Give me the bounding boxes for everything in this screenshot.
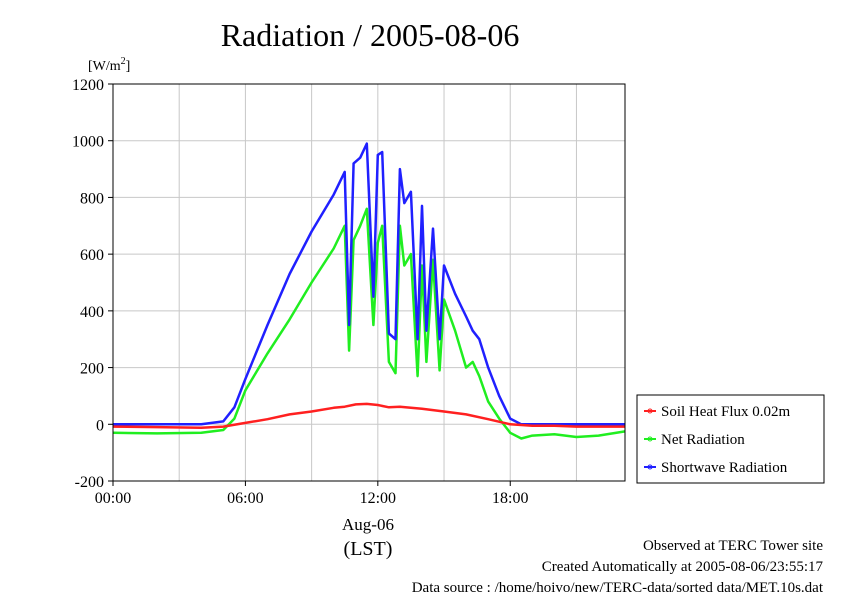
x-axis-date-label: Aug-06 [342, 515, 394, 534]
y-tick-label: 200 [80, 361, 104, 378]
x-tick-label: 06:00 [227, 490, 263, 507]
series-layer [112, 142, 626, 440]
legend-marker [647, 464, 653, 470]
y-axis-unit: [W/m2] [88, 56, 130, 74]
legend-label: Soil Heat Flux 0.02m [661, 404, 791, 420]
x-tick-label: 00:00 [95, 490, 131, 507]
y-tick-label: 1200 [72, 77, 104, 94]
y-tick-label: 600 [80, 247, 104, 264]
y-tick-label: 800 [80, 190, 104, 207]
series-line-soil-heat-flux-0-02m [112, 402, 625, 429]
x-tick-label: 18:00 [492, 490, 528, 507]
chart-title: Radiation / 2005-08-06 [221, 17, 520, 53]
legend-marker [647, 408, 653, 414]
x-tick-label: 12:00 [360, 490, 396, 507]
footer-observed: Observed at TERC Tower site [643, 538, 823, 554]
legend-label: Shortwave Radiation [661, 460, 788, 476]
plot-frame [112, 83, 626, 482]
footer-created: Created Automatically at 2005-08-06/23:5… [542, 559, 824, 575]
x-axis-ticks: 00:00 06:00 12:00 18:00 [95, 481, 528, 507]
legend-box [636, 394, 825, 484]
y-tick-label: -200 [75, 474, 104, 491]
y-tick-label: 1000 [72, 134, 104, 151]
grid-lines [113, 83, 625, 482]
y-tick-label: 0 [96, 417, 104, 434]
series-line-shortwave-radiation [113, 142, 625, 426]
y-axis-ticks: -200 0 200 400 600 800 1000 1200 [72, 77, 113, 491]
y-tick-label: 400 [80, 304, 104, 321]
legend-marker [647, 436, 653, 442]
legend-label: Net Radiation [661, 432, 745, 448]
legend: Soil Heat Flux 0.02m Net Radiation Shortwa… [644, 404, 791, 476]
footer-source: Data source : /home/hoivo/new/TERC-data/… [412, 580, 824, 595]
x-axis-timezone-label: (LST) [344, 538, 393, 560]
